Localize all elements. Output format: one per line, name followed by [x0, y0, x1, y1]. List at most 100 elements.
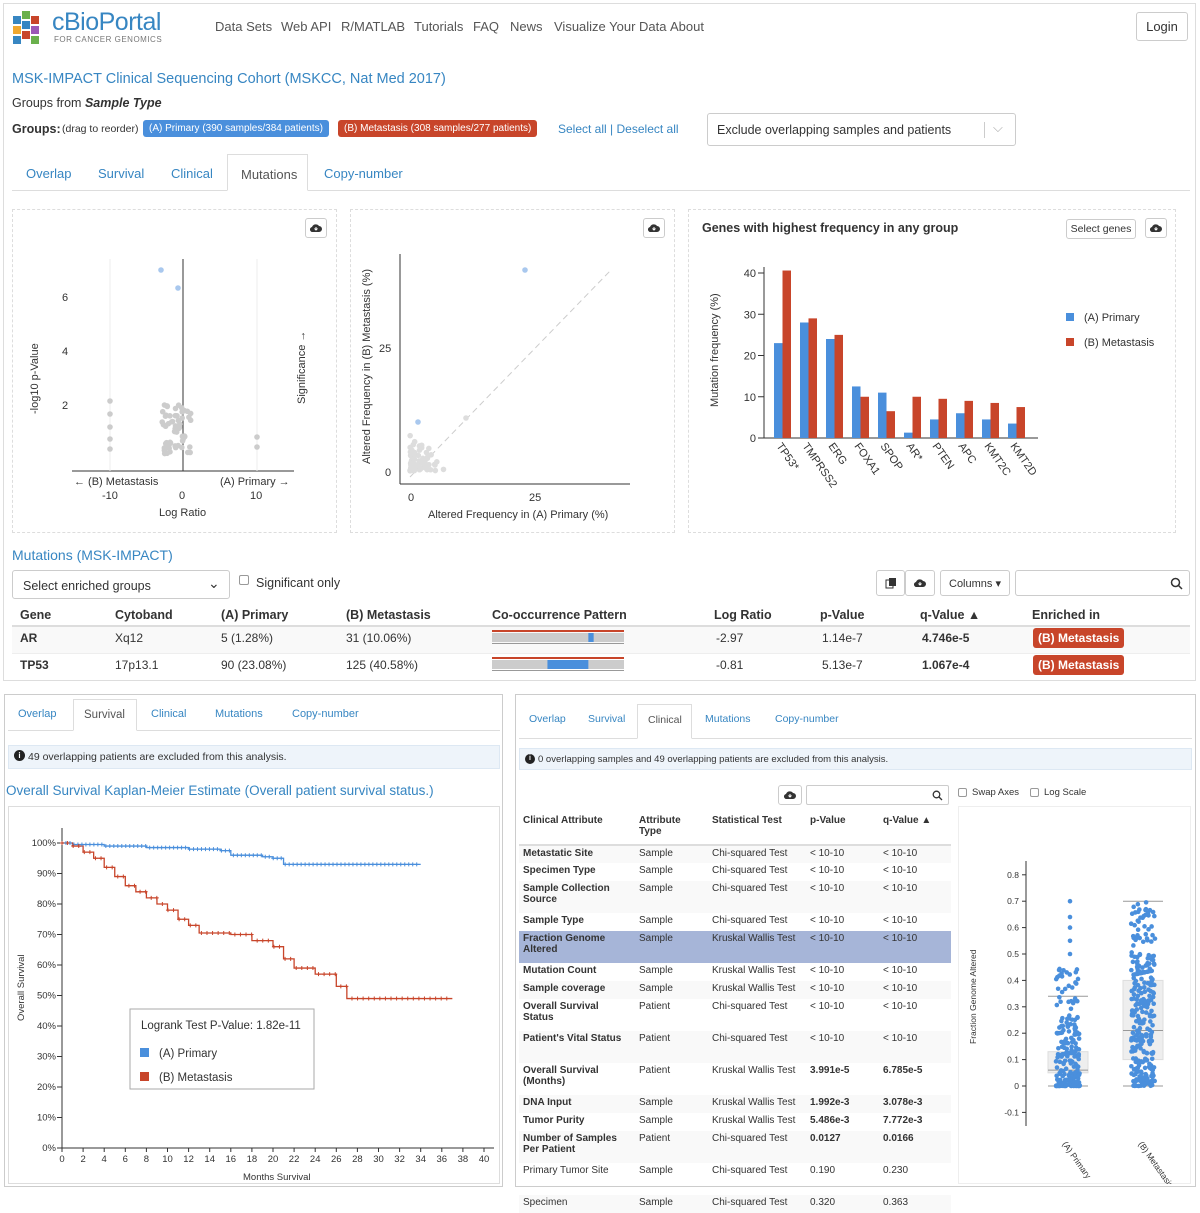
nav-about[interactable]: About: [670, 19, 704, 34]
tab-copy-number[interactable]: Copy-number: [292, 708, 359, 720]
km-censor-primary: [414, 862, 419, 867]
tab-copy-number[interactable]: Copy-number: [324, 166, 403, 181]
tab-mutations[interactable]: Mutations: [227, 154, 308, 191]
select-enriched-dropdown[interactable]: Select enriched groups ⌄: [12, 570, 230, 599]
tab-mutations[interactable]: Mutations: [705, 713, 751, 725]
login-button[interactable]: Login: [1136, 12, 1188, 41]
clinical-table-row[interactable]: Sample Collection Source Sample Chi-square…: [519, 881, 951, 913]
tab-survival[interactable]: Survival: [98, 166, 145, 181]
log-scale-checkbox[interactable]: [1030, 788, 1039, 797]
clinical-table-row[interactable]: Fraction Genome Altered Sample Kruskal Wal…: [519, 931, 951, 963]
download-volcano-button[interactable]: [305, 218, 327, 238]
km-censor-metastasis: [238, 932, 243, 937]
clinical-table-row[interactable]: Metastatic Site Sample Chi-squared Test < 1…: [519, 845, 951, 863]
col-q-value[interactable]: q-Value ▲: [920, 608, 981, 622]
info-icon: i: [14, 750, 25, 761]
col-log-ratio[interactable]: Log Ratio: [714, 608, 772, 622]
deselect-all-link[interactable]: Deselect all: [616, 122, 679, 136]
nav-visualize[interactable]: Visualize Your Data: [554, 19, 667, 34]
nav-tutorials[interactable]: Tutorials: [414, 19, 464, 34]
col-cooccurrence[interactable]: Co-occurrence Pattern: [492, 608, 627, 622]
logo[interactable]: cBioPortal FOR CANCER GENOMICS: [12, 8, 172, 48]
download-bar-button[interactable]: [1145, 218, 1167, 238]
download-table-button[interactable]: [905, 570, 935, 596]
clinical-table-row[interactable]: Number of Samples Per Patient Patient Chi-…: [519, 1131, 951, 1163]
km-ytick-label: 90%: [37, 869, 57, 880]
clinical-table-row[interactable]: Tumor Purity Sample Kruskal Wallis Test 5.4…: [519, 1113, 951, 1131]
km-censor-primary: [350, 862, 355, 867]
overlap-select[interactable]: Exclude overlapping samples and patients…: [707, 113, 1016, 146]
clinical-table-row[interactable]: Primary Tumor Site Sample Chi-squared Test…: [519, 1163, 951, 1195]
group-a-badge[interactable]: (A) Primary (390 samples/384 patients): [143, 120, 329, 137]
page-title[interactable]: MSK-IMPACT Clinical Sequencing Cohort (M…: [12, 71, 446, 87]
col-gene[interactable]: Gene: [20, 608, 52, 622]
clinical-table-row[interactable]: Overall Survival Status Patient Chi-square…: [519, 999, 951, 1031]
clinical-col-attribute[interactable]: Clinical Attribute: [523, 815, 603, 826]
nav-web-api[interactable]: Web API: [281, 19, 332, 34]
clinical-search-input[interactable]: [806, 785, 949, 805]
volcano-point: [159, 419, 166, 425]
clinical-col-q[interactable]: q-Value ▲: [883, 815, 932, 826]
gene-cell[interactable]: TP53: [20, 658, 49, 672]
clinical-col-p[interactable]: p-Value: [810, 815, 846, 826]
tab-overlap[interactable]: Overlap: [529, 713, 566, 725]
nav-news[interactable]: News: [510, 19, 543, 34]
legend-swatch-metastasis: [1066, 338, 1074, 346]
km-censor-primary: [123, 844, 128, 849]
survival-title: Overall Survival Kaplan-Meier Estimate (…: [6, 783, 434, 798]
nav-data-sets[interactable]: Data Sets: [215, 19, 273, 34]
tab-overlap[interactable]: Overlap: [26, 166, 72, 181]
nav-faq[interactable]: FAQ: [473, 19, 500, 34]
select-genes-button[interactable]: Select genes: [1066, 219, 1136, 239]
boxplot-point: [1073, 1025, 1079, 1030]
scatter-point: [411, 438, 418, 445]
gene-cell[interactable]: AR: [20, 631, 38, 645]
tab-survival[interactable]: Survival: [73, 699, 137, 731]
swap-axes-checkbox[interactable]: [958, 788, 967, 797]
download-scatter-button[interactable]: [643, 218, 665, 238]
col-enriched[interactable]: Enriched in: [1032, 608, 1101, 622]
tab-clinical[interactable]: Clinical: [171, 166, 213, 181]
clinical-col-test[interactable]: Statistical Test: [712, 815, 782, 826]
tab-mutations[interactable]: Mutations: [215, 708, 263, 720]
clinical-col-type[interactable]: Attribute Type: [639, 815, 681, 837]
km-censor-primary: [251, 853, 256, 858]
copy-button[interactable]: [876, 570, 905, 596]
col-cytoband[interactable]: Cytoband: [115, 608, 173, 622]
boxplot-point: [1130, 933, 1136, 939]
tab-overlap[interactable]: Overlap: [18, 708, 57, 720]
mutations-section-title: Mutations (MSK-IMPACT): [12, 547, 173, 563]
tab-clinical[interactable]: Clinical: [637, 704, 692, 739]
download-clinical-button[interactable]: [778, 785, 802, 805]
col-p-value[interactable]: p-Value: [820, 608, 865, 622]
clinical-table-row[interactable]: Sample Type Sample Chi-squared Test < 10-10…: [519, 913, 951, 931]
km-ytick-label: 50%: [37, 991, 57, 1002]
clinical-table-row[interactable]: Sample coverage Sample Kruskal Wallis Test…: [519, 981, 951, 999]
clinical-table-row[interactable]: Specimen Sample Chi-squared Test 0.320 0.363: [519, 1195, 951, 1213]
col-metastasis[interactable]: (B) Metastasis: [346, 608, 431, 622]
table-search-input[interactable]: [1015, 570, 1190, 596]
tab-clinical[interactable]: Clinical: [151, 708, 187, 720]
significant-only-checkbox[interactable]: [239, 575, 249, 585]
km-censor-primary: [370, 862, 375, 867]
km-censor-primary: [331, 862, 336, 867]
clinical-table-row[interactable]: Patient's Vital Status Patient Chi-squared…: [519, 1031, 951, 1063]
tab-survival[interactable]: Survival: [588, 713, 626, 725]
scatter-diagonal: [409, 270, 611, 478]
scatter-plot: 25 0 0 25 Altered Frequency in (B) Metas…: [361, 254, 630, 521]
clinical-table-row[interactable]: Overall Survival (Months) Patient Kruskal …: [519, 1063, 951, 1095]
clinical-table-row[interactable]: DNA Input Sample Kruskal Wallis Test 1.992e…: [519, 1095, 951, 1113]
km-censor-metastasis: [400, 996, 405, 1001]
boxplot-ticks: 0.8 0.7 0.6 0.5 0.4 0.3 0.2 0.1 0 -0.1: [1004, 870, 1026, 1117]
boxplot-point: [1059, 1018, 1064, 1024]
nav-r-matlab[interactable]: R/MATLAB: [341, 19, 406, 34]
group-b-badge[interactable]: (B) Metastasis (308 samples/277 patients…: [338, 120, 538, 137]
col-primary[interactable]: (A) Primary: [221, 608, 289, 622]
tab-copy-number[interactable]: Copy-number: [775, 713, 839, 725]
boxplot-point: [1066, 1029, 1072, 1034]
clinical-table-row[interactable]: Specimen Type Sample Chi-squared Test < 10-…: [519, 863, 951, 881]
columns-button[interactable]: Columns ▾: [940, 570, 1010, 596]
clinical-table-row[interactable]: Mutation Count Sample Kruskal Wallis Test <…: [519, 963, 951, 981]
clinical-tab-bar: [519, 738, 1192, 739]
select-all-link[interactable]: Select all: [558, 122, 607, 136]
